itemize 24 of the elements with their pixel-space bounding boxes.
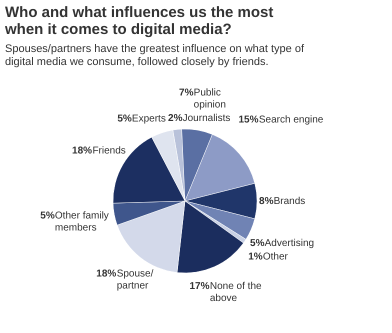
slice-label: Friends xyxy=(92,145,126,156)
data-label: 5% xyxy=(40,210,55,222)
data-label: 18% xyxy=(96,268,116,280)
data-label: 18% xyxy=(72,145,92,156)
slice-label: Experts xyxy=(132,113,166,124)
chart-title: Who and what influences us the most when it comes to digital media? xyxy=(4,4,274,38)
slice-label: Brands xyxy=(274,196,306,208)
slice-label: Spouse/ partner xyxy=(116,268,154,292)
data-label: 1% xyxy=(248,251,263,262)
slice-label: Public opinion xyxy=(194,88,226,111)
slice-label: Search engine xyxy=(258,114,324,126)
data-label: 15% xyxy=(238,114,259,126)
slice-label: Other family members xyxy=(54,210,109,234)
data-label: 8% xyxy=(259,196,274,208)
slice-label: Journalists xyxy=(182,112,230,124)
slice-label: None of the above xyxy=(210,281,262,304)
data-label: 5% xyxy=(250,238,265,250)
slice-label: Advertising xyxy=(264,238,314,250)
data-label: 2% xyxy=(168,112,183,124)
chart-subtitle: Spouses/partners have the greatest influence on what type of digital media we consume, followed closely by friends. xyxy=(5,43,305,68)
data-label: 5% xyxy=(117,113,132,124)
slice-label: Other xyxy=(262,251,289,262)
data-label: 17% xyxy=(189,281,210,292)
data-label: 7% xyxy=(179,88,194,99)
